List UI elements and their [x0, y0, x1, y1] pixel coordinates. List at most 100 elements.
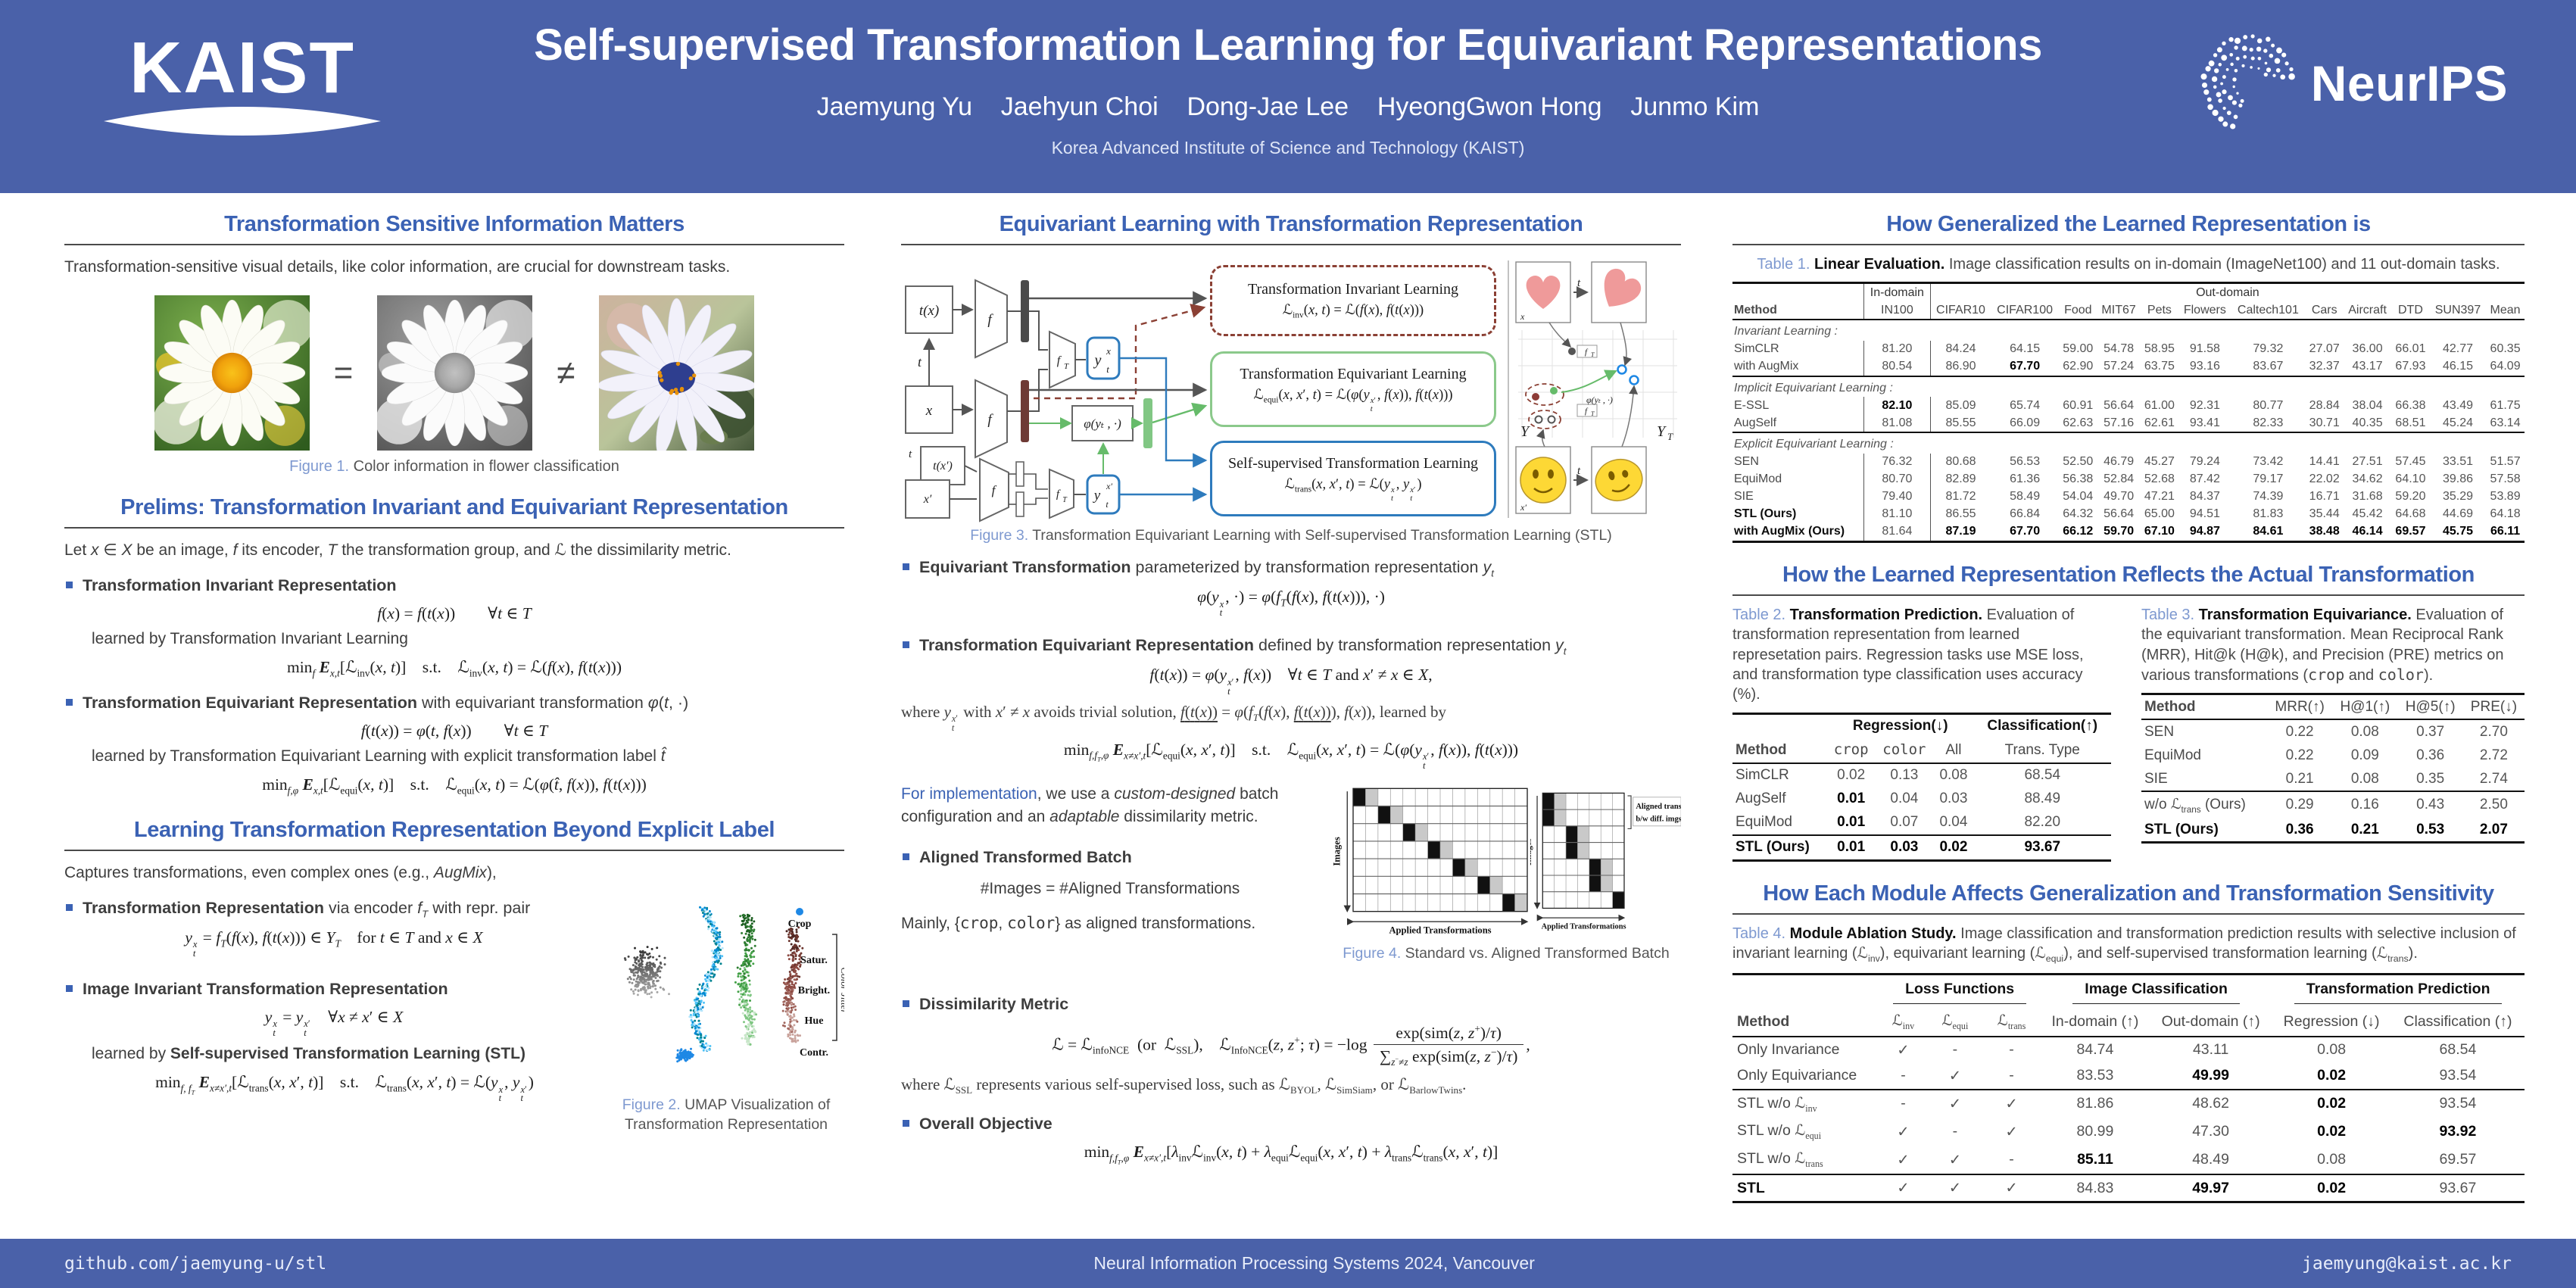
fig3-equivariant-eq: ℒequi(x, x′, t) = ℒ(φ(y x′ t, f(x)), f(t(x… [1253, 388, 1453, 413]
middle-column: Equivariant Learning with Transformation… [901, 198, 1681, 1170]
column-header: crop [1826, 738, 1876, 764]
svg-text:x: x [925, 403, 933, 419]
s3-intro: Captures transformations, even complex o… [64, 864, 497, 882]
fig3-feature-bar-red [1021, 380, 1029, 442]
fig3-input-tx: t(x) [905, 285, 953, 334]
s3-bullet-2: Image Invariant Transformation Represent… [66, 978, 603, 1000]
value-cell: ✓ [1897, 1123, 1910, 1140]
table-header-row: Method MRR(↑) H@1(↑) H@5(↑) PRE(↓) [2141, 694, 2525, 721]
value-cell: 87.42 [2189, 472, 2220, 486]
table-row: SEN 76.32 80.68 56.53 52.50 46.79 45.27 79.24 73… [1732, 453, 2525, 471]
value-cell: 65.00 [2144, 507, 2175, 521]
value-cell: 2.72 [2479, 747, 2508, 763]
value-cell: 47.21 [2144, 490, 2175, 504]
value-cell: 85.11 [2077, 1151, 2113, 1168]
s3-bullet-1-text: Transformation Representation via encode… [83, 898, 531, 920]
svg-text:t(x′): t(x′) [933, 460, 953, 472]
fig3-t-label-2: t [909, 448, 912, 460]
fig3-equivariant-title: Transformation Equivariant Learning [1240, 366, 1467, 383]
value-cell: 35.44 [2309, 507, 2340, 521]
umap-legend-contr: Contr. [800, 1047, 828, 1059]
column-header: H@5(↑) [2397, 694, 2463, 721]
m-eq-2: f(t(x)) = φ(y x′ t, f(x)) ∀t ∈ T and x′ ≠ … [1149, 666, 1433, 697]
column-header: Out-domain [1929, 282, 2525, 302]
value-cell: ✓ [1897, 1041, 1910, 1059]
svg-text:T: T [1591, 351, 1595, 358]
value-cell: 93.54 [2390, 1088, 2525, 1118]
s2-bullet-2: Transformation Equivariant Representatio… [66, 692, 844, 714]
value-cell: 0.02 [2317, 1067, 2347, 1084]
umap-legend-crop: Crop [788, 918, 812, 930]
value-cell: 74.39 [2253, 490, 2284, 504]
column-header: ℒequi [1927, 1007, 1983, 1037]
figure2-umap: Crop Satur. Bright. Hue Color Jitter Con… [608, 887, 850, 1134]
fig4-annot-line1: Aligned trans. [1636, 803, 1681, 811]
m-bullet-4: Dissimilarity Metric [903, 993, 1681, 1015]
column-header: Pets [2140, 301, 2179, 321]
value-cell: 0.36 [2285, 821, 2314, 837]
value-cell: 69.57 [2439, 1151, 2477, 1168]
m-bullet-5: Overall Objective [903, 1113, 1681, 1135]
daisy-grayscale-icon [376, 295, 536, 451]
fig3-invariant-eq: ℒinv(x, t) = ℒ(f(x), f(t(x))) [1282, 303, 1424, 320]
column-header: Trans. Type [1973, 738, 2111, 764]
value-cell: 46.15 [2442, 360, 2473, 373]
value-cell: 0.01 [1837, 814, 1866, 831]
s3-line-1: learned by Self-supervised Transformatio… [92, 1044, 525, 1062]
method-cell: STL (Ours) [2144, 821, 2219, 837]
value-cell: 57.58 [2490, 472, 2521, 486]
value-cell: 33.51 [2442, 455, 2473, 469]
value-cell: 92.31 [2189, 398, 2220, 412]
bullet-square-icon [903, 853, 909, 861]
value-cell: 79.24 [2189, 455, 2220, 469]
value-cell: 63.75 [2144, 360, 2175, 373]
figure4-caption: Figure 4. Standard vs. Aligned Transform… [1331, 945, 1681, 962]
value-cell: 81.10 [1863, 505, 1931, 523]
figure1-caption: Figure 1. Color information in flower cl… [64, 458, 844, 476]
value-cell: 86.90 [1929, 357, 1991, 376]
column-header: Method [1732, 1007, 1879, 1037]
section-label: Explicit Equivariant Learning : [1732, 432, 2525, 454]
value-cell: 27.07 [2309, 342, 2340, 356]
value-cell: 54.04 [2063, 490, 2094, 504]
value-cell: 56.64 [2104, 507, 2135, 521]
value-cell: - [1879, 1088, 1928, 1118]
value-cell: ✓ [1948, 1151, 1962, 1168]
heading-rule [1732, 594, 2525, 596]
column-header: Flowers [2178, 301, 2231, 321]
s3-text-block: Captures transformations, even complex o… [64, 862, 603, 1065]
method-cell: with AugMix [1734, 360, 1799, 373]
s2-bullet-1-text: Transformation Invariant Representation [83, 575, 397, 594]
method-cell: STL w/o ℒequi [1737, 1122, 1822, 1142]
section-label: Invariant Learning : [1734, 325, 1838, 338]
poster-header: KAIST Self-supervised Transformation Lea… [0, 0, 2576, 193]
value-cell: 81.64 [1863, 522, 1931, 542]
value-cell: 0.16 [2332, 791, 2398, 819]
value-cell: 79.40 [1863, 488, 1931, 506]
method-cell: STL w/o ℒinv [1732, 1088, 1879, 1118]
column-header: H@1(↑) [2332, 694, 2398, 721]
table-row: SIE 0.21 0.08 0.35 2.74 [2141, 767, 2525, 791]
s3-bullet-1: Transformation Representation via encode… [66, 897, 603, 921]
value-cell: 0.22 [2285, 723, 2314, 740]
svg-text:t: t [1577, 277, 1581, 289]
m-bullet-3-text: Aligned Transformed Batch [919, 848, 1132, 867]
method-cell: STL (Ours) [1732, 834, 1827, 861]
poster-title: Self-supervised Transformation Learning … [534, 20, 2042, 70]
s2-bullet-1: Transformation Invariant Representation [66, 575, 844, 597]
heading-rule [901, 244, 1681, 245]
value-cell: 28.84 [2309, 398, 2340, 412]
value-cell: 82.20 [2024, 814, 2061, 831]
figure3-caption-text: Transformation Equivariant Learning with… [1028, 527, 1612, 544]
value-cell: - [2009, 1151, 2014, 1168]
fig3-heart-example: x t [1515, 261, 1647, 323]
value-cell: 84.61 [2253, 525, 2284, 538]
value-cell: 83.53 [2076, 1067, 2114, 1084]
value-cell: 82.33 [2253, 416, 2284, 429]
figure3-diagram: t(x) x t f f [901, 256, 1681, 522]
neurips-swirl-icon [2200, 34, 2295, 129]
table-row: EquiMod 0.22 0.09 0.36 2.72 [2141, 744, 2525, 767]
linear-evaluation-table: In-domain Out-domain Method IN100 CIFAR10 CIF… [1732, 282, 2525, 543]
table1-linear-evaluation: In-domain Out-domain Method IN100 CIFAR10 CIF… [1732, 282, 2525, 543]
